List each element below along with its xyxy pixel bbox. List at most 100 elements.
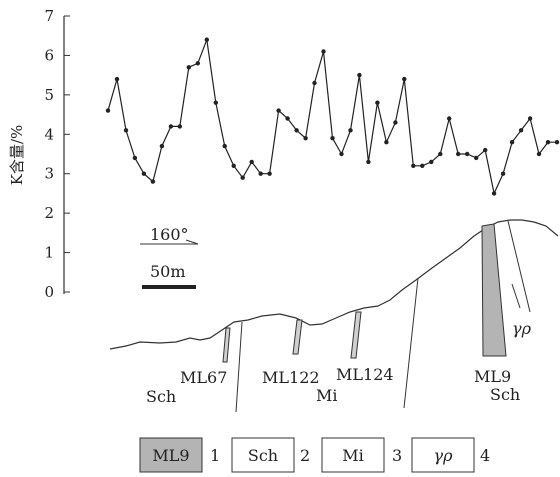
label-ml124: ML124	[336, 365, 394, 384]
data-point	[375, 100, 380, 105]
data-point	[222, 143, 227, 149]
y-tick-label: 0	[44, 283, 54, 301]
data-point	[357, 72, 362, 78]
legend-item-4: γρ 4	[411, 437, 490, 473]
y-axis: 0 1 2 3 4 5 6 7 K含量/%	[8, 7, 70, 301]
y-tick-label: 5	[44, 86, 54, 104]
data-point	[456, 151, 461, 157]
data-point	[420, 163, 425, 168]
y-tick-label: 7	[44, 7, 54, 25]
data-point	[150, 179, 156, 184]
legend-symbol-4: γρ	[434, 446, 454, 465]
data-point	[213, 100, 218, 105]
data-point	[483, 147, 488, 153]
k-content-series	[105, 37, 560, 196]
data-point	[240, 175, 245, 180]
data-point	[294, 128, 299, 133]
orebody-ml9	[481, 223, 507, 357]
data-point	[474, 155, 479, 161]
y-tick-label: 3	[44, 165, 54, 183]
data-point	[491, 191, 497, 196]
data-point	[159, 143, 165, 149]
data-point	[384, 140, 389, 145]
data-point	[249, 159, 254, 165]
data-point	[258, 171, 263, 176]
legend-item-2: Sch 2	[231, 437, 310, 473]
data-point	[411, 163, 416, 168]
legend-symbol-2: Sch	[248, 446, 278, 465]
y-tick-label: 6	[44, 46, 54, 64]
data-point	[231, 163, 236, 168]
legend-swatch-3	[321, 437, 385, 473]
data-point	[186, 65, 191, 70]
y-tick-label: 2	[44, 204, 54, 222]
data-point	[123, 128, 129, 133]
label-ml9: ML9	[474, 367, 511, 386]
legend-symbol-3: Mi	[342, 446, 364, 465]
data-point	[105, 108, 111, 113]
label-gamma-rho: γρ	[512, 319, 532, 338]
data-point	[393, 120, 398, 125]
data-point	[438, 151, 443, 157]
legend-number-3: 3	[392, 446, 402, 465]
legend-swatch-4	[411, 437, 475, 473]
data-point	[168, 124, 174, 129]
fault-line-2	[403, 277, 419, 409]
data-point	[321, 49, 326, 54]
data-point	[447, 116, 452, 121]
data-point	[204, 37, 209, 42]
y-ticks: 0 1 2 3 4 5 6 7	[44, 7, 70, 301]
data-point	[141, 171, 147, 176]
data-point	[545, 140, 551, 145]
legend-symbol-1: ML9	[152, 446, 189, 465]
data-point	[465, 151, 470, 157]
vein-ml122	[292, 319, 303, 355]
data-point	[177, 124, 182, 129]
fault-line-4	[511, 283, 521, 309]
legend-number-1: 1	[210, 446, 220, 465]
legend-number-2: 2	[300, 446, 310, 465]
data-point	[527, 116, 533, 121]
scale-distance-label: 50m	[150, 262, 186, 281]
scale-bar: 160° 50m	[140, 225, 199, 289]
data-point	[509, 140, 515, 145]
fault-line-1	[235, 321, 243, 413]
data-point	[402, 76, 407, 82]
data-point	[276, 108, 281, 113]
data-point	[366, 159, 371, 165]
label-sch-right: Sch	[490, 385, 520, 404]
legend: ML9 1 Sch 2 Mi 3 γρ 4	[139, 437, 490, 473]
y-tick-label: 1	[44, 244, 54, 262]
bearing-arrow	[140, 239, 199, 245]
legend-item-3: Mi 3	[321, 437, 402, 473]
data-point	[348, 128, 353, 133]
data-point	[339, 151, 344, 157]
data-point	[518, 128, 524, 133]
data-point	[267, 171, 272, 176]
vein-ml124	[350, 311, 362, 359]
vein-ml67	[222, 327, 231, 363]
legend-item-1: ML9 1	[139, 437, 220, 473]
label-ml122: ML122	[262, 368, 320, 387]
data-point	[312, 80, 317, 86]
scale-bearing-label: 160°	[150, 225, 189, 244]
data-point	[500, 171, 506, 176]
data-point	[114, 76, 120, 82]
data-point	[303, 136, 308, 141]
data-point	[536, 151, 542, 157]
data-point	[195, 61, 200, 66]
label-sch-left: Sch	[146, 387, 176, 406]
series-line	[107, 37, 557, 196]
fault-line-3	[507, 220, 531, 313]
label-ml67: ML67	[180, 368, 227, 387]
data-point	[554, 140, 560, 145]
data-point	[132, 155, 138, 161]
data-point	[429, 159, 434, 165]
label-mi: Mi	[316, 386, 338, 405]
legend-swatch-1	[139, 437, 203, 473]
data-point	[330, 136, 335, 141]
y-tick-label: 4	[44, 125, 54, 143]
y-axis-label: K含量/%	[8, 125, 26, 186]
data-point	[285, 116, 290, 121]
